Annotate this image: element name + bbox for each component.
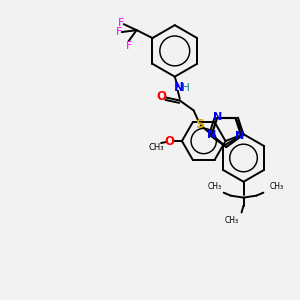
Text: CH₃: CH₃ (269, 182, 283, 191)
Text: CH₃: CH₃ (225, 216, 239, 225)
Text: H: H (182, 82, 190, 93)
Text: N: N (235, 131, 244, 141)
Text: S: S (195, 118, 204, 131)
Text: CH₃: CH₃ (208, 182, 222, 191)
Text: N: N (207, 130, 216, 140)
Text: N: N (174, 81, 184, 94)
Text: F: F (125, 41, 132, 51)
Text: O: O (156, 90, 166, 103)
Text: CH₃: CH₃ (148, 143, 164, 152)
Text: F: F (118, 18, 124, 28)
Text: N: N (213, 112, 223, 122)
Text: F: F (116, 27, 122, 37)
Text: O: O (164, 134, 174, 148)
